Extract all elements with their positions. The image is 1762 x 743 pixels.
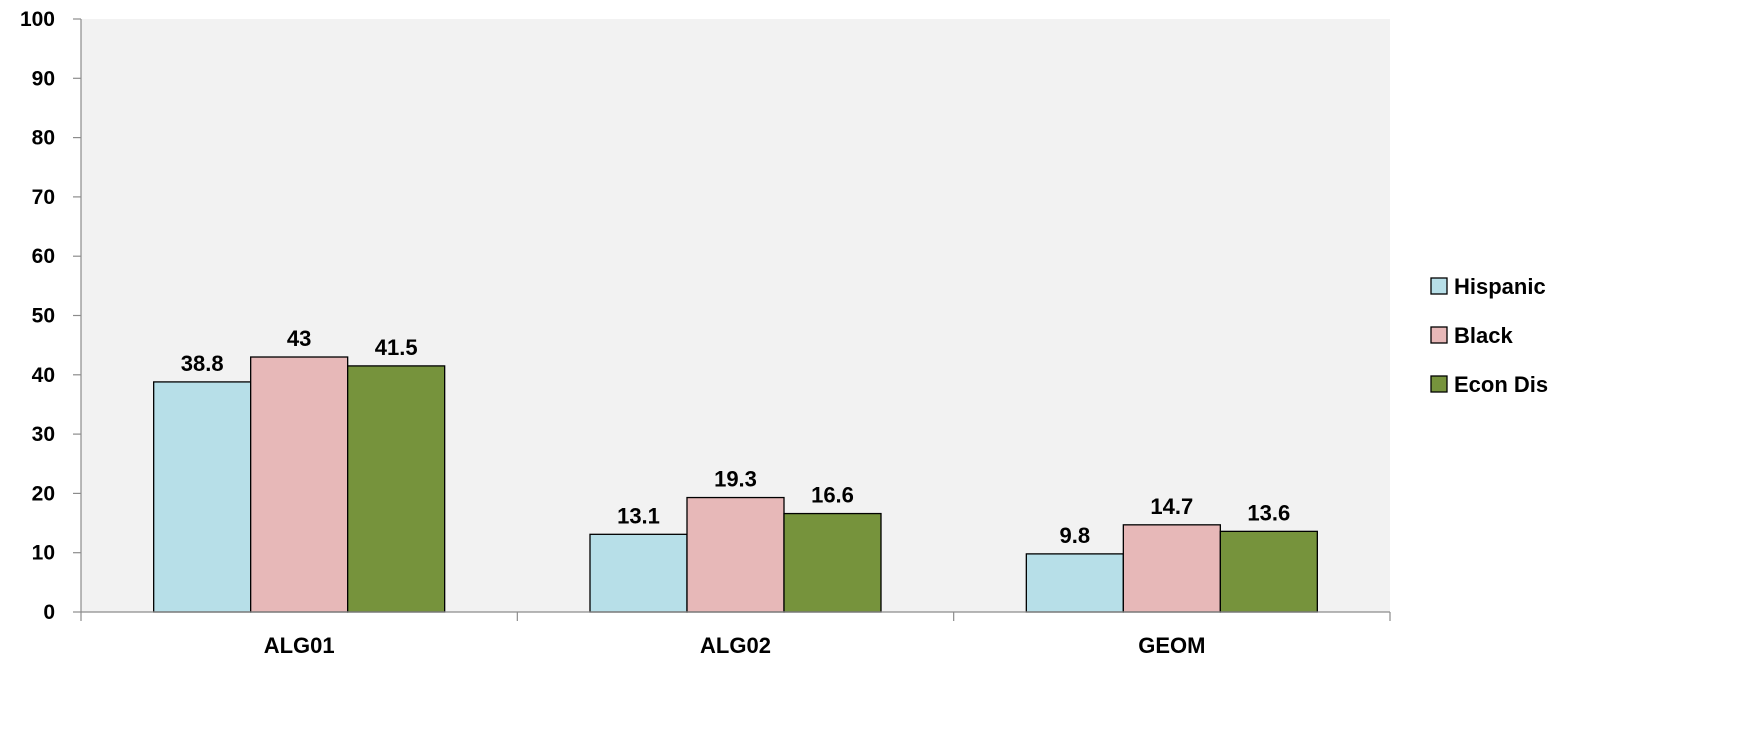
bar-hispanic-alg01	[153, 381, 252, 613]
y-tick-label: 90	[32, 67, 55, 90]
y-tick-label: 100	[20, 8, 55, 31]
data-label: 38.8	[181, 351, 224, 376]
y-tick-label: 10	[32, 542, 55, 565]
data-label: 14.7	[1150, 494, 1193, 519]
legend: Hispanic Black Econ Dis	[1430, 274, 1548, 397]
data-label: 41.5	[375, 335, 418, 360]
bar-hispanic-geom	[1025, 553, 1124, 613]
bar-econ-dis-alg02	[783, 512, 882, 613]
bar-hispanic-alg02	[589, 533, 688, 613]
legend-swatch	[1430, 277, 1448, 295]
data-label: 13.6	[1247, 500, 1290, 525]
bar-black-alg02	[686, 496, 785, 613]
chart: 0 10 20 30 40 50 60 70 80 90 100 38.8 43 41.5 13.1 19.…	[20, 8, 1548, 658]
x-category-label: ALG01	[264, 633, 335, 658]
legend-label: Econ Dis	[1454, 372, 1548, 397]
y-tick-label: 20	[32, 482, 55, 505]
data-label: 16.6	[811, 483, 854, 508]
bar-chart: 0 10 20 30 40 50 60 70 80 90 100 38.8 43 41.5 13.1 19.…	[20, 8, 1548, 658]
legend-item-econ-dis: Econ Dis	[1430, 372, 1548, 397]
y-tick-label: 80	[32, 127, 55, 150]
legend-swatch	[1430, 326, 1448, 344]
legend-swatch	[1430, 375, 1448, 393]
data-label: 43	[287, 326, 311, 351]
legend-item-hispanic: Hispanic	[1430, 274, 1546, 299]
bar-black-alg01	[250, 356, 349, 613]
x-category-label: GEOM	[1138, 633, 1205, 658]
legend-item-black: Black	[1430, 323, 1513, 348]
y-tick-label: 70	[32, 186, 55, 209]
bar-black-geom	[1122, 524, 1221, 613]
y-tick-label: 0	[43, 601, 55, 624]
y-axis-ticks: 0 10 20 30 40 50 60 70 80 90 100	[20, 8, 81, 624]
data-labels: 38.8 43 41.5 13.1 19.3 16.6 9.8 14.7 13.6	[181, 326, 1290, 548]
y-tick-label: 40	[32, 364, 55, 387]
x-axis-ticks: ALG01 ALG02 GEOM	[80, 612, 1391, 658]
x-category-label: ALG02	[700, 633, 771, 658]
bar-econ-dis-alg01	[347, 365, 446, 613]
data-label: 19.3	[714, 467, 757, 492]
y-tick-label: 50	[32, 305, 55, 328]
data-label: 9.8	[1060, 523, 1091, 548]
data-label: 13.1	[617, 503, 660, 528]
bar-econ-dis-geom	[1219, 530, 1318, 613]
y-tick-label: 30	[32, 423, 55, 446]
y-tick-label: 60	[32, 245, 55, 268]
legend-label: Hispanic	[1454, 274, 1546, 299]
legend-label: Black	[1454, 323, 1513, 348]
bars	[153, 356, 1318, 613]
